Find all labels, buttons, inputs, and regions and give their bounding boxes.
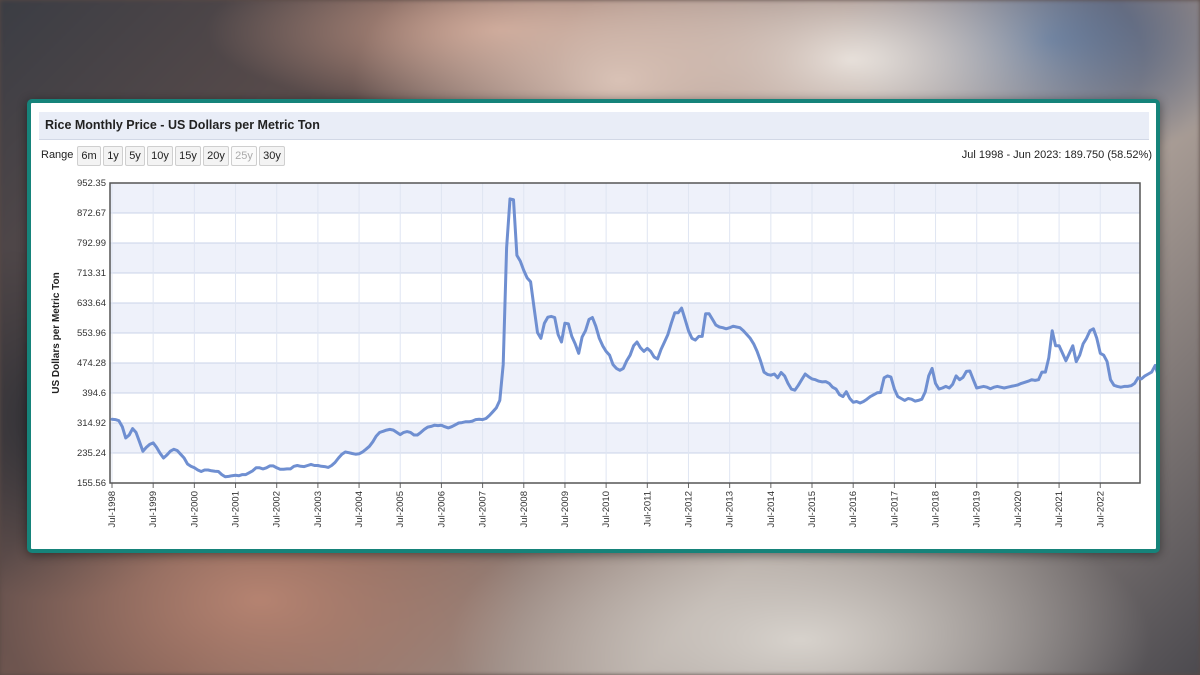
x-tick-label: Jul-1999	[148, 491, 159, 527]
y-tick-label: 394.6	[82, 388, 106, 399]
x-tick-label: Jul-2019	[972, 491, 983, 527]
plot-band	[110, 183, 1140, 213]
range-button-20y[interactable]: 20y	[203, 146, 229, 166]
x-tick-label: Jul-2021	[1054, 491, 1065, 527]
x-tick-label: Jul-2006	[436, 491, 447, 527]
x-tick-label: Jul-1998	[107, 491, 118, 527]
range-label: Range	[41, 149, 74, 161]
x-tick-label: Jul-2022	[1095, 491, 1106, 527]
x-tick-label: Jul-2002	[272, 491, 283, 527]
x-tick-label: Jul-2005	[395, 491, 406, 527]
x-tick-label: Jul-2010	[601, 491, 612, 527]
range-button-30y[interactable]: 30y	[259, 146, 285, 166]
plot-band	[110, 423, 1140, 453]
x-tick-label: Jul-2013	[725, 491, 736, 527]
plot-area-border	[109, 182, 1141, 484]
y-tick-label: 553.96	[77, 328, 106, 339]
line-chart: 952.35 872.67 792.99 713.31 633.64 553.96 474.…	[51, 178, 1156, 527]
y-tick-label: 952.35	[77, 178, 106, 189]
range-button-5y[interactable]: 5y	[125, 146, 145, 166]
x-tick-label: Jul-2009	[560, 491, 571, 527]
y-tick-label: 474.28	[77, 358, 106, 369]
y-tick-label: 792.99	[77, 238, 106, 249]
range-button-6m[interactable]: 6m	[77, 146, 101, 166]
y-tick-label: 872.67	[77, 208, 106, 219]
range-button-10y[interactable]: 10y	[147, 146, 173, 166]
y-tick-label: 155.56	[77, 478, 106, 489]
x-tick-label: Jul-2000	[189, 491, 200, 527]
chart-panel: Rice Monthly Price - US Dollars per Metr…	[27, 99, 1160, 553]
range-button-15y[interactable]: 15y	[175, 146, 201, 166]
x-tick-label: Jul-2018	[931, 491, 942, 527]
x-tick-label: Jul-2003	[313, 491, 324, 527]
x-tick-label: Jul-2012	[683, 491, 694, 527]
chart-title: Rice Monthly Price - US Dollars per Metr…	[45, 118, 320, 132]
y-tick-label: 633.64	[77, 298, 106, 309]
x-tick-label: Jul-2001	[231, 491, 242, 527]
y-tick-label: 713.31	[77, 268, 106, 279]
x-tick-label: Jul-2017	[889, 491, 900, 527]
x-tick-label: Jul-2008	[519, 491, 530, 527]
x-tick-label: Jul-2007	[478, 491, 489, 527]
x-tick-label: Jul-2004	[354, 491, 365, 527]
x-tick-label: Jul-2020	[1013, 491, 1024, 527]
plot-band	[110, 303, 1140, 333]
x-tick-label: Jul-2014	[766, 491, 777, 527]
range-summary: Jul 1998 - Jun 2023: 189.750 (58.52%)	[961, 149, 1152, 161]
chart-title-bar: Rice Monthly Price - US Dollars per Metr…	[39, 112, 1149, 140]
plot-band	[110, 243, 1140, 273]
y-axis-title: US Dollars per Metric Ton	[51, 272, 62, 394]
x-tick-label: Jul-2011	[642, 491, 653, 527]
range-button-25y: 25y	[231, 146, 257, 166]
y-tick-label: 314.92	[77, 418, 106, 429]
price-series-line	[110, 197, 1156, 479]
x-tick-label: Jul-2016	[848, 491, 859, 527]
range-button-1y[interactable]: 1y	[103, 146, 123, 166]
x-tick-label: Jul-2015	[807, 491, 818, 527]
y-tick-label: 235.24	[77, 448, 106, 459]
